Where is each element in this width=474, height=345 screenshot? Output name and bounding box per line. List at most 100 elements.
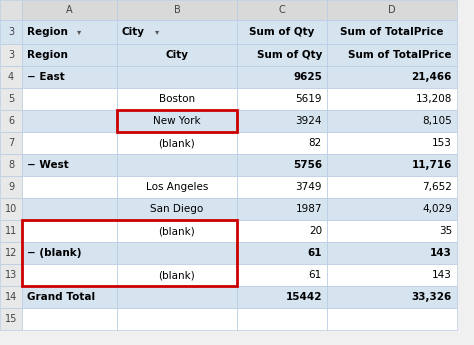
Bar <box>0 132 22 154</box>
Text: 3924: 3924 <box>295 116 322 126</box>
Text: D: D <box>388 5 396 15</box>
Bar <box>237 220 327 242</box>
Bar <box>327 88 457 110</box>
Bar <box>237 242 327 264</box>
Bar <box>327 110 457 132</box>
Text: 9: 9 <box>8 182 14 192</box>
Text: Los Angeles: Los Angeles <box>146 182 208 192</box>
Text: 20: 20 <box>309 226 322 236</box>
Text: 1987: 1987 <box>295 204 322 214</box>
Text: 61: 61 <box>309 270 322 280</box>
Bar <box>22 0 117 20</box>
Text: 3: 3 <box>8 27 14 37</box>
Text: Sum of TotalPrice: Sum of TotalPrice <box>340 27 444 37</box>
Bar <box>117 242 237 264</box>
Bar <box>237 176 327 198</box>
Bar <box>22 66 117 88</box>
Text: 61: 61 <box>308 248 322 258</box>
Text: 143: 143 <box>430 248 452 258</box>
Bar <box>237 286 327 308</box>
Bar <box>22 44 117 66</box>
Bar <box>327 220 457 242</box>
Bar <box>0 176 22 198</box>
Text: 7,652: 7,652 <box>422 182 452 192</box>
Bar <box>0 66 22 88</box>
Text: 14: 14 <box>5 292 17 302</box>
Bar <box>117 176 237 198</box>
Text: City: City <box>165 50 189 60</box>
Text: B: B <box>173 5 181 15</box>
Bar <box>327 176 457 198</box>
Bar <box>327 66 457 88</box>
Text: 3749: 3749 <box>295 182 322 192</box>
Bar <box>237 0 327 20</box>
Text: − West: − West <box>27 160 69 170</box>
Text: (blank): (blank) <box>159 138 195 148</box>
Bar <box>327 132 457 154</box>
Text: 21,466: 21,466 <box>411 72 452 82</box>
Bar <box>117 264 237 286</box>
Bar <box>117 0 237 20</box>
Bar <box>117 198 237 220</box>
Bar <box>327 0 457 20</box>
Text: − (blank): − (blank) <box>27 248 82 258</box>
Bar <box>22 154 117 176</box>
Bar <box>22 88 117 110</box>
Text: (blank): (blank) <box>159 226 195 236</box>
Text: 8,105: 8,105 <box>422 116 452 126</box>
Bar <box>237 88 327 110</box>
Text: Sum of Qty: Sum of Qty <box>256 50 322 60</box>
Bar <box>237 132 327 154</box>
Text: San Diego: San Diego <box>150 204 204 214</box>
Text: Region: Region <box>27 27 68 37</box>
Bar <box>22 198 117 220</box>
Bar <box>0 0 22 20</box>
Bar <box>22 286 117 308</box>
Bar <box>0 154 22 176</box>
Text: 15: 15 <box>5 314 17 324</box>
Bar <box>117 286 237 308</box>
Bar <box>117 66 237 88</box>
Bar <box>22 176 117 198</box>
Bar <box>237 154 327 176</box>
Text: 4: 4 <box>8 72 14 82</box>
Bar <box>0 198 22 220</box>
Text: (blank): (blank) <box>159 270 195 280</box>
Bar <box>237 66 327 88</box>
Bar <box>0 242 22 264</box>
Bar <box>22 110 117 132</box>
Bar <box>22 308 117 330</box>
Bar <box>0 264 22 286</box>
Text: Boston: Boston <box>159 94 195 104</box>
Text: 153: 153 <box>432 138 452 148</box>
Bar <box>117 44 237 66</box>
Text: 8: 8 <box>8 160 14 170</box>
Bar <box>0 308 22 330</box>
Text: 35: 35 <box>439 226 452 236</box>
Text: 11: 11 <box>5 226 17 236</box>
Bar <box>327 264 457 286</box>
Text: 11,716: 11,716 <box>411 160 452 170</box>
Bar <box>117 132 237 154</box>
Bar <box>0 110 22 132</box>
Text: City: City <box>122 27 145 37</box>
Bar <box>237 308 327 330</box>
Bar <box>117 20 237 44</box>
Bar <box>117 110 237 132</box>
Bar <box>22 220 117 242</box>
Bar <box>0 44 22 66</box>
Bar <box>0 286 22 308</box>
Bar <box>117 110 237 132</box>
Text: A: A <box>66 5 73 15</box>
Text: 4,029: 4,029 <box>422 204 452 214</box>
Text: Sum of Qty: Sum of Qty <box>249 27 315 37</box>
Text: New York: New York <box>153 116 201 126</box>
Text: ▾: ▾ <box>155 28 159 37</box>
Bar <box>327 198 457 220</box>
Text: − East: − East <box>27 72 65 82</box>
Text: 7: 7 <box>8 138 14 148</box>
Bar <box>0 20 22 44</box>
Bar <box>327 44 457 66</box>
Bar <box>22 264 117 286</box>
Text: 5756: 5756 <box>293 160 322 170</box>
